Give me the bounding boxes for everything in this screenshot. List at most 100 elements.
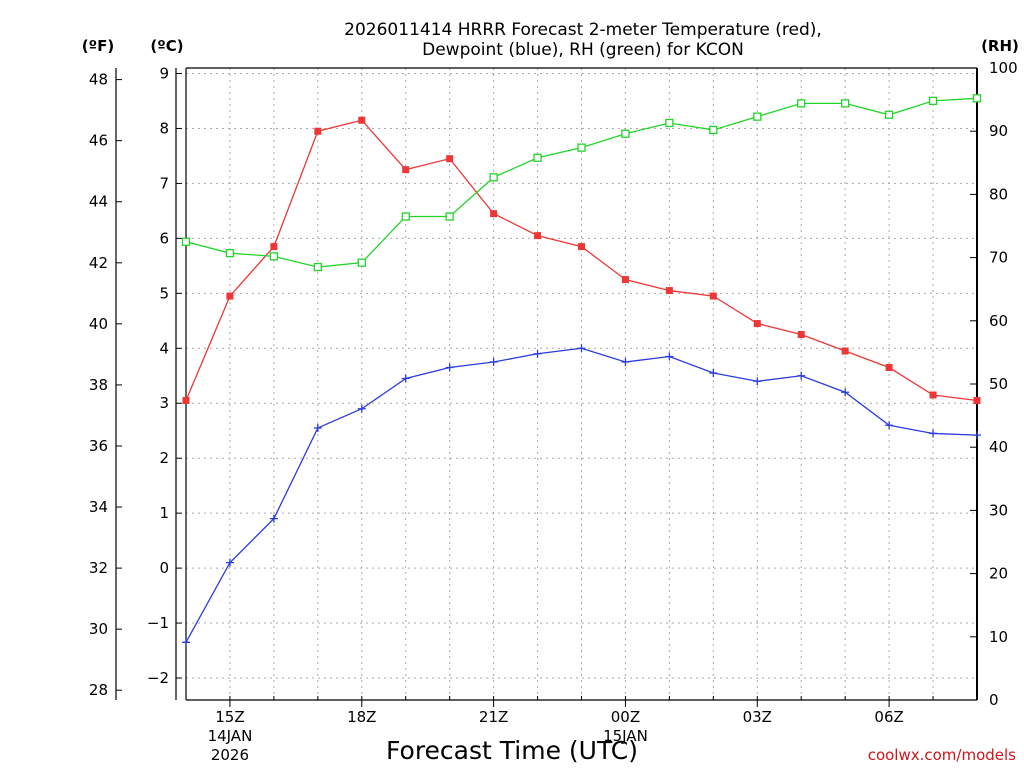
temperature-point: [709, 292, 717, 300]
fahrenheit-tick-label: 28: [89, 681, 108, 699]
rh-tick-label: 90: [989, 122, 1008, 140]
chart-title-line-2: Dewpoint (blue), RH (green) for KCON: [422, 40, 744, 60]
dewpoint-point: [182, 638, 190, 647]
rh-point: [225, 249, 235, 258]
rh-point: [181, 237, 191, 246]
temperature-point: [358, 116, 366, 124]
fahrenheit-tick-label: 32: [89, 559, 108, 577]
fahrenheit-tick-label: 40: [89, 315, 108, 333]
celsius-tick-label: 3: [159, 394, 169, 412]
fahrenheit-tick-label: 46: [89, 132, 108, 150]
x-tick-label: 06Z: [874, 708, 903, 726]
rh-point: [884, 110, 894, 119]
rh-tick-label: 80: [989, 185, 1008, 203]
temperature-point: [973, 396, 981, 404]
dewpoint-point: [225, 558, 234, 567]
celsius-unit-label: (ºC): [150, 37, 183, 55]
data-series: [181, 94, 982, 647]
rh-point: [577, 143, 586, 152]
chart-title-line-1: 2026011414 HRRR Forecast 2-meter Tempera…: [344, 20, 822, 40]
dewpoint-point: [269, 514, 278, 523]
x-tick-label: 15Z: [215, 708, 244, 726]
temperature-point: [182, 396, 190, 404]
temperature-point: [929, 391, 937, 399]
rh-point: [797, 99, 806, 108]
temperature-point: [753, 320, 761, 328]
rh-point: [401, 212, 410, 221]
gridlines: [186, 68, 977, 700]
x-tick-label: 18Z: [347, 708, 376, 726]
rh-tick-label: 20: [989, 565, 1008, 583]
temperature-point: [446, 155, 454, 163]
x-tick-date-label: 15JAN: [603, 727, 648, 745]
axes: 2830323436384042444648−2−101234567890102…: [89, 59, 1018, 764]
dewpoint-point: [401, 374, 410, 383]
temperature-point: [402, 166, 410, 174]
x-axis-label: Forecast Time (UTC): [386, 736, 638, 765]
rh-tick-label: 100: [989, 59, 1018, 77]
temperature-point: [797, 331, 805, 339]
rh-point: [621, 129, 630, 138]
dewpoint-point: [445, 363, 454, 372]
dewpoint-point: [929, 429, 938, 438]
fahrenheit-tick-label: 38: [89, 376, 108, 394]
dewpoint-point: [709, 369, 718, 378]
rh-unit-label: (RH): [981, 37, 1019, 55]
x-tick-date-label: 14JAN: [208, 727, 253, 745]
rh-point: [533, 153, 542, 162]
celsius-tick-label: 2: [159, 449, 169, 467]
chart-title: 2026011414 HRRR Forecast 2-meter Tempera…: [344, 20, 822, 60]
rh-point: [445, 212, 454, 221]
fahrenheit-tick-label: 44: [89, 193, 108, 211]
dewpoint-point: [797, 371, 806, 380]
celsius-tick-label: 5: [159, 284, 169, 302]
temperature-point: [270, 243, 278, 251]
temperature-point: [621, 276, 629, 284]
x-tick-label: 00Z: [611, 708, 640, 726]
celsius-tick-label: 9: [159, 64, 169, 82]
rh-point: [489, 173, 498, 182]
dewpoint-point: [885, 421, 894, 430]
rh-tick-label: 50: [989, 375, 1008, 393]
fahrenheit-tick-label: 42: [89, 254, 108, 272]
temperature-point: [226, 292, 234, 300]
fahrenheit-tick-label: 36: [89, 437, 108, 455]
celsius-tick-label: 1: [159, 504, 169, 522]
dewpoint-point: [357, 404, 366, 413]
rh-point: [753, 112, 762, 121]
rh-point: [972, 94, 982, 103]
temperature-point: [314, 127, 322, 135]
rh-point: [313, 262, 322, 272]
rh-tick-label: 60: [989, 312, 1008, 330]
celsius-tick-label: 4: [159, 339, 169, 357]
celsius-tick-label: 6: [159, 229, 169, 247]
dewpoint-point: [313, 423, 322, 432]
dewpoint-point: [533, 349, 542, 358]
rh-tick-label: 30: [989, 501, 1008, 519]
rh-point: [269, 252, 279, 261]
celsius-tick-label: −1: [147, 614, 169, 632]
rh-point: [928, 96, 938, 106]
celsius-tick-label: 8: [159, 119, 169, 137]
fahrenheit-tick-label: 48: [89, 71, 108, 89]
dewpoint-point: [489, 358, 498, 367]
rh-tick-label: 40: [989, 438, 1008, 456]
temperature-point: [665, 287, 673, 295]
rh-point: [841, 99, 850, 108]
dewpoint-point: [621, 358, 630, 367]
celsius-tick-label: −2: [147, 669, 169, 687]
rh-tick-label: 70: [989, 249, 1008, 267]
celsius-tick-label: 7: [159, 174, 169, 192]
x-tick-date-label: 2026: [211, 746, 249, 764]
rh-point: [709, 125, 718, 135]
x-tick-label: 03Z: [743, 708, 772, 726]
fahrenheit-unit-label: (ºF): [82, 37, 114, 55]
dewpoint-point: [665, 352, 674, 361]
x-tick-label: 21Z: [479, 708, 508, 726]
temperature-point: [534, 232, 542, 240]
dewpoint-point: [973, 431, 981, 440]
credit-text: coolwx.com/models: [868, 746, 1016, 764]
temperature-point: [841, 347, 849, 355]
fahrenheit-tick-label: 30: [89, 620, 108, 638]
